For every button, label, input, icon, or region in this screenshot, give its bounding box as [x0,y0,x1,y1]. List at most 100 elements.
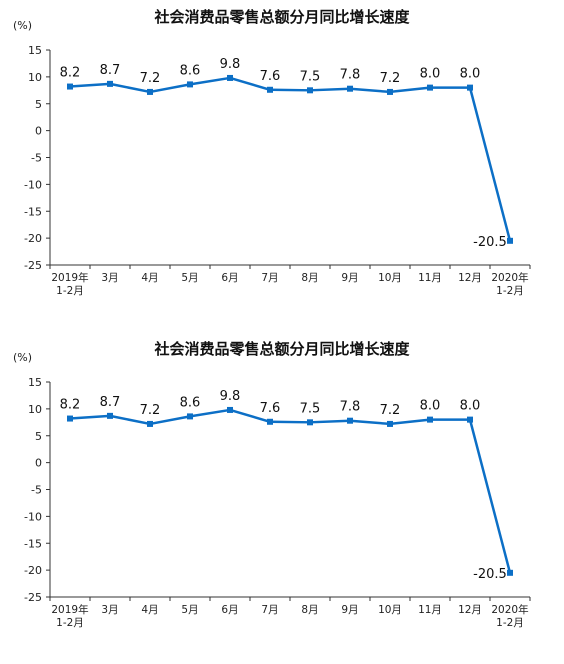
chart-2-data-point [347,417,353,424]
chart-2-y-tick-label: -20 [24,564,42,577]
chart-1-data-point [267,86,273,93]
chart-2-data-point [227,406,233,413]
chart-2-data-label: 8.0 [420,399,441,414]
chart-1-data-point [347,85,353,92]
chart-1-data-label: 7.2 [380,71,401,86]
chart-2-x-category-label: 2019年 [51,603,88,616]
chart-1-y-tick-label: 0 [35,125,42,138]
chart-1-data-label: 9.8 [220,57,241,72]
chart-1-x-category-label: 2020年 [491,271,528,284]
chart-1-x-category-label: 2019年 [51,271,88,284]
chart-2-x-category-label: 3月 [101,604,118,616]
chart-2-x-category-label: 6月 [221,604,238,616]
chart-2-title: 社会消费品零售总额分月同比增长速度 [153,340,410,358]
chart-2-x-category-label: 1-2月 [496,617,524,629]
chart-2-data-label: 7.2 [140,403,161,418]
chart-2-x-category-label: 10月 [378,604,402,616]
chart-2-data-label: 9.8 [220,389,241,404]
chart-1-x-category-label: 10月 [378,272,402,284]
chart-1-title: 社会消费品零售总额分月同比增长速度 [153,8,410,26]
chart-1-data-point [467,84,473,91]
chart-1-y-tick-label: 10 [28,71,42,84]
chart-2-data-point [187,413,193,420]
chart-2-x-category-label: 7月 [261,604,278,616]
chart-2-y-tick-label: -5 [31,484,42,497]
chart-1-x-category-label: 12月 [458,272,482,284]
chart-1-data-label: 8.2 [60,66,81,81]
chart-2-data-point [147,420,153,427]
chart-2-y-tick-label: -25 [24,591,42,604]
chart-2-data-point [267,418,273,425]
chart-2-data-point [467,416,473,423]
chart-1-x-category-label: 3月 [101,272,118,284]
chart-1-data-label: 8.6 [180,63,201,78]
chart-2-y-tick-label: 5 [35,430,42,443]
chart-1-x-category-label: 11月 [418,272,442,284]
chart-1-y-tick-label: 15 [28,44,42,57]
chart-2-data-label: 7.5 [300,401,321,416]
chart-2-y-tick-label: 0 [35,457,42,470]
chart-1-y-tick-label: 5 [35,98,42,111]
chart-1-x-category-label: 9月 [341,272,358,284]
chart-2-data-point [107,412,113,419]
chart-1-data-label: 8.0 [460,67,481,82]
chart-1-unit-label: (%) [13,19,32,32]
chart-1-y-tick-label: -5 [31,152,42,165]
chart-2-data-point [67,415,73,422]
chart-2-x-category-label: 9月 [341,604,358,616]
chart-1-data-label: 7.8 [340,68,361,83]
chart-2-data-label: 8.2 [60,398,81,413]
chart-1-data-point [187,81,193,88]
chart-1-y-tick-label: -15 [24,205,42,218]
chart-2-y-tick-label: 15 [28,376,42,389]
chart-2-data-point [387,420,393,427]
chart-1-data-label: 7.5 [300,69,321,84]
chart-1-y-tick-label: -10 [24,178,42,191]
chart-1-data-point [507,237,513,244]
chart-2-x-category-label: 12月 [458,604,482,616]
chart-1-data-label: 7.2 [140,71,161,86]
chart-2-x-category-label: 1-2月 [56,617,84,629]
chart-1-data-label: -20.5 [473,235,507,250]
chart-1-data-point [387,88,393,95]
chart-1-x-category-label: 4月 [141,272,158,284]
chart-2-data-label: 8.6 [180,395,201,410]
chart-1-y-tick-label: -20 [24,232,42,245]
chart-1-x-category-label: 8月 [301,272,318,284]
chart-2-y-tick-label: -10 [24,510,42,523]
line-chart-2: 社会消费品零售总额分月同比增长速度 (%) 15 10 5 0 -5 -10 -15 -20 -25… [13,340,531,629]
chart-2-data-point [507,569,513,576]
chart-panel-1: 社会消费品零售总额分月同比增长速度 (%) 15 10 5 0 -5 -10 -15 -20 -25… [13,8,531,297]
chart-2-data-point [427,416,433,423]
chart-1-x-category-label: 5月 [181,272,198,284]
chart-2-x-category-label: 2020年 [491,603,528,616]
chart-1-x-category-label: 1-2月 [56,285,84,297]
chart-1-data-label: 7.6 [260,69,281,84]
chart-1-data-label: 8.0 [420,67,441,82]
chart-1-x-category-label: 7月 [261,272,278,284]
chart-1-data-point [227,74,233,81]
chart-2-data-label: 8.7 [100,395,121,410]
chart-2-data-label: 7.2 [380,403,401,418]
chart-2-x-category-label: 8月 [301,604,318,616]
chart-1-data-point [427,84,433,91]
chart-2-data-label: 7.8 [340,400,361,415]
chart-1-x-category-label: 6月 [221,272,238,284]
chart-1-data-point [107,80,113,87]
chart-2-data-label: -20.5 [473,567,507,582]
chart-1-data-point [67,83,73,90]
chart-2-x-category-label: 5月 [181,604,198,616]
chart-1-x-category-label: 1-2月 [496,285,524,297]
chart-2-unit-label: (%) [13,351,32,364]
chart-2-x-category-label: 4月 [141,604,158,616]
chart-2-data-point [307,419,313,426]
chart-2-data-label: 8.0 [460,399,481,414]
chart-1-series-line [69,76,512,242]
chart-2-data-label: 7.6 [260,401,281,416]
line-chart-1: 社会消费品零售总额分月同比增长速度 (%) 15 10 5 0 -5 -10 -15 -20 -25… [13,8,531,297]
chart-1-y-tick-label: -25 [24,259,42,272]
chart-2-y-tick-label: 10 [28,403,42,416]
chart-2-series-line [69,408,512,574]
chart-2-y-tick-label: -15 [24,537,42,550]
chart-1-data-point [307,87,313,94]
